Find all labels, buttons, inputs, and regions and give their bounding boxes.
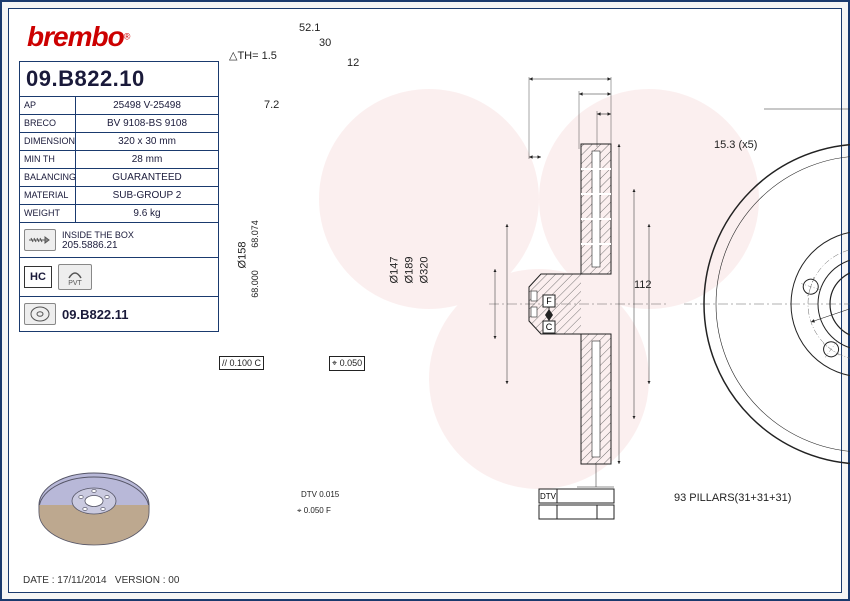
dim-52-1: 52.1 <box>299 22 320 34</box>
gdt-dtv: DTV 0.015 <box>301 490 339 499</box>
spec-label: MATERIAL <box>20 187 76 204</box>
date-label: DATE : <box>23 575 54 586</box>
gdt-flat: ⌖ 0.050 <box>329 356 365 371</box>
spec-label: WEIGHT <box>20 205 76 222</box>
inside-box-value: 205.5886.21 <box>62 240 134 251</box>
dim-pillars: 93 PILLARS(31+31+31) <box>674 492 791 504</box>
dim-112: 112 <box>634 279 652 291</box>
spec-value: BV 9108-BS 9108 <box>76 115 218 132</box>
spec-row: BALANCINGGUARANTEED <box>20 169 218 187</box>
spec-row: DIMENSION320 x 30 mm <box>20 133 218 151</box>
inside-box-text: INSIDE THE BOX 205.5886.21 <box>62 230 134 251</box>
spec-value: 9.6 kg <box>76 205 218 222</box>
side-view: F C DTV <box>489 69 669 549</box>
spec-label: BRECO <box>20 115 76 132</box>
dim-12: 12 <box>347 57 359 69</box>
pvt-badge: PVT <box>58 264 92 290</box>
rotor-mini-icon <box>24 303 56 325</box>
spec-label: BALANCING <box>20 169 76 186</box>
spec-row: AP25498 V-25498 <box>20 97 218 115</box>
pvt-label: PVT <box>68 280 82 287</box>
dim-68000: 68.000 <box>250 270 260 298</box>
svg-text:F: F <box>546 296 552 306</box>
dim-147: Ø147 <box>388 257 400 284</box>
dim-158: Ø158 <box>236 242 248 269</box>
badges-row: HC PVT <box>20 258 218 297</box>
related-part-row: 09.B822.11 <box>20 297 218 331</box>
gdt-para: // 0.100 C <box>219 356 264 370</box>
logo-registered: ® <box>124 32 131 42</box>
dim-189: Ø189 <box>403 257 415 284</box>
spec-panel: 09.B822.10 AP25498 V-25498 BRECOBV 9108-… <box>19 61 219 332</box>
part-number: 09.B822.10 <box>20 62 218 97</box>
spec-value: 320 x 30 mm <box>76 133 218 150</box>
spec-value: 25498 V-25498 <box>76 97 218 114</box>
version-value: 00 <box>168 575 179 586</box>
drawing-area: F C DTV <box>239 24 839 554</box>
footer: DATE : 17/11/2014 VERSION : 00 <box>23 575 179 586</box>
spec-label: DIMENSION <box>20 133 76 150</box>
spec-row: WEIGHT9.6 kg <box>20 205 218 223</box>
dim-bolt: 15.3 (x5) <box>714 139 757 151</box>
spec-label: AP <box>20 97 76 114</box>
spec-value: SUB-GROUP 2 <box>76 187 218 204</box>
rotor-thumbnail <box>29 457 159 557</box>
date-value: 17/11/2014 <box>57 575 106 586</box>
inside-box-label: INSIDE THE BOX <box>62 230 134 240</box>
spec-label: MIN TH <box>20 151 76 168</box>
screw-icon <box>24 229 56 251</box>
dim-th: △TH= 1.5 <box>229 49 277 62</box>
front-view <box>684 84 850 524</box>
hc-badge: HC <box>24 266 52 288</box>
dim-68074: 68.074 <box>250 220 260 248</box>
svg-text:C: C <box>546 322 553 332</box>
page-frame: brembo® 09.B822.10 AP25498 V-25498 BRECO… <box>0 0 850 601</box>
dim-30: 30 <box>319 37 331 49</box>
dim-7-2: 7.2 <box>264 99 279 111</box>
spec-row: MIN TH28 mm <box>20 151 218 169</box>
svg-text:DTV: DTV <box>540 492 557 501</box>
gdt-flat-f: ⌖ 0.050 F <box>297 506 331 516</box>
version-label: VERSION : <box>115 575 166 586</box>
dim-320: Ø320 <box>418 257 430 284</box>
related-part: 09.B822.11 <box>62 307 129 322</box>
logo-text: brembo <box>27 21 124 52</box>
inner-frame: brembo® 09.B822.10 AP25498 V-25498 BRECO… <box>8 8 842 593</box>
brembo-logo: brembo® <box>27 21 130 53</box>
spec-row: BRECOBV 9108-BS 9108 <box>20 115 218 133</box>
inside-box-row: INSIDE THE BOX 205.5886.21 <box>20 223 218 258</box>
spec-value: 28 mm <box>76 151 218 168</box>
spec-value: GUARANTEED <box>76 169 218 186</box>
spec-row: MATERIALSUB-GROUP 2 <box>20 187 218 205</box>
